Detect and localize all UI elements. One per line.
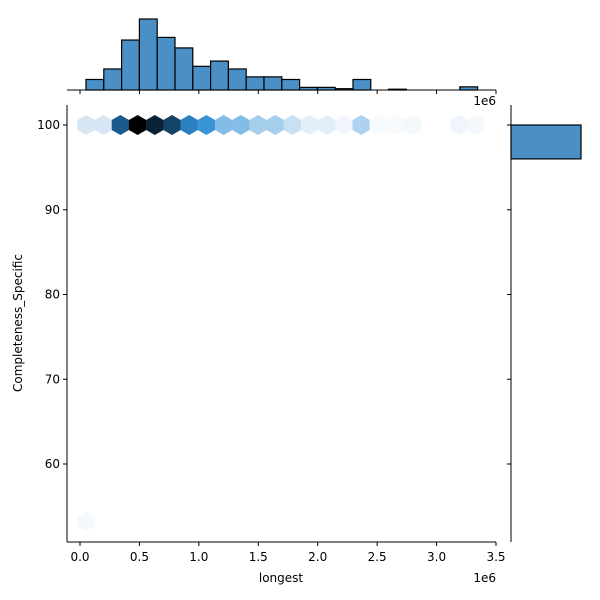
histogram-bar [263, 76, 283, 91]
histogram-bar [210, 60, 230, 91]
hexbin-cell [352, 115, 370, 135]
histogram-bar [510, 124, 582, 160]
histogram-bar [138, 18, 158, 91]
histogram-bar [85, 78, 105, 91]
histogram-bar [174, 47, 194, 91]
hexbin-cell [283, 115, 302, 135]
x-tick-label: 1.0 [189, 550, 208, 564]
hexbin-cell [232, 115, 250, 135]
y-tick-label: 60 [45, 457, 60, 471]
hexbin-cell [318, 115, 336, 135]
x-tick-label: 1.5 [249, 550, 268, 564]
hexbin-cell [111, 115, 130, 135]
hexbin-cell [450, 115, 468, 135]
hexbin-cell [146, 115, 164, 135]
x-axis-label: longest [259, 571, 304, 585]
histogram-bar [227, 68, 247, 91]
top-hist-ticks [79, 90, 497, 94]
hexbin-cell [404, 115, 422, 135]
hexbin-cell [77, 115, 95, 135]
hexbin-outlier-cell [77, 511, 95, 532]
x-tick-label: 2.0 [308, 550, 327, 564]
x-tick-label: 0.5 [130, 550, 149, 564]
hexbin-cell [467, 115, 485, 135]
hexbin-cell [249, 115, 267, 135]
y-tick-label: 80 [45, 288, 60, 302]
y-axis-ticks: 60 70 80 90 100 [37, 118, 67, 471]
hexbin-cell [214, 115, 233, 135]
x-tick-label: 3.5 [486, 550, 505, 564]
marginal-y-histogram [510, 124, 582, 160]
x-tick-label: 3.0 [427, 550, 446, 564]
hexbin-cell [386, 115, 405, 135]
histogram-bar [245, 76, 265, 91]
hexbin-cell [335, 115, 353, 135]
histogram-bar [156, 36, 176, 91]
histogram-bar [352, 78, 372, 91]
y-tick-label: 90 [45, 203, 60, 217]
x-axis-ticks: 0.0 0.5 1.0 1.5 2.0 2.5 3.0 3.5 [70, 542, 506, 564]
hexbin-cell [300, 115, 319, 135]
marginal-x-histogram [85, 18, 479, 91]
hexbin-cell [369, 115, 388, 135]
y-tick-label: 70 [45, 372, 60, 386]
hexbin-cell [266, 115, 284, 135]
hexbin-plot [77, 115, 485, 532]
histogram-bar [192, 65, 212, 91]
x-offset-text: 1e6 [473, 571, 496, 585]
histogram-bar [120, 39, 140, 91]
y-axis-label: Completeness_Specific [11, 254, 25, 392]
hexbin-cell [197, 115, 216, 135]
x-tick-label: 0.0 [70, 550, 89, 564]
hexbin-cell [128, 115, 147, 135]
x-tick-label: 2.5 [368, 550, 387, 564]
histogram-bar [103, 68, 123, 91]
histogram-bar [281, 78, 301, 91]
hexbin-cell [94, 115, 112, 135]
top-offset-text: 1e6 [473, 94, 496, 108]
hexbin-cell [163, 115, 181, 135]
right-hist-ticks [507, 124, 511, 465]
hexbin-cell [180, 115, 198, 135]
y-tick-label: 100 [37, 118, 60, 132]
